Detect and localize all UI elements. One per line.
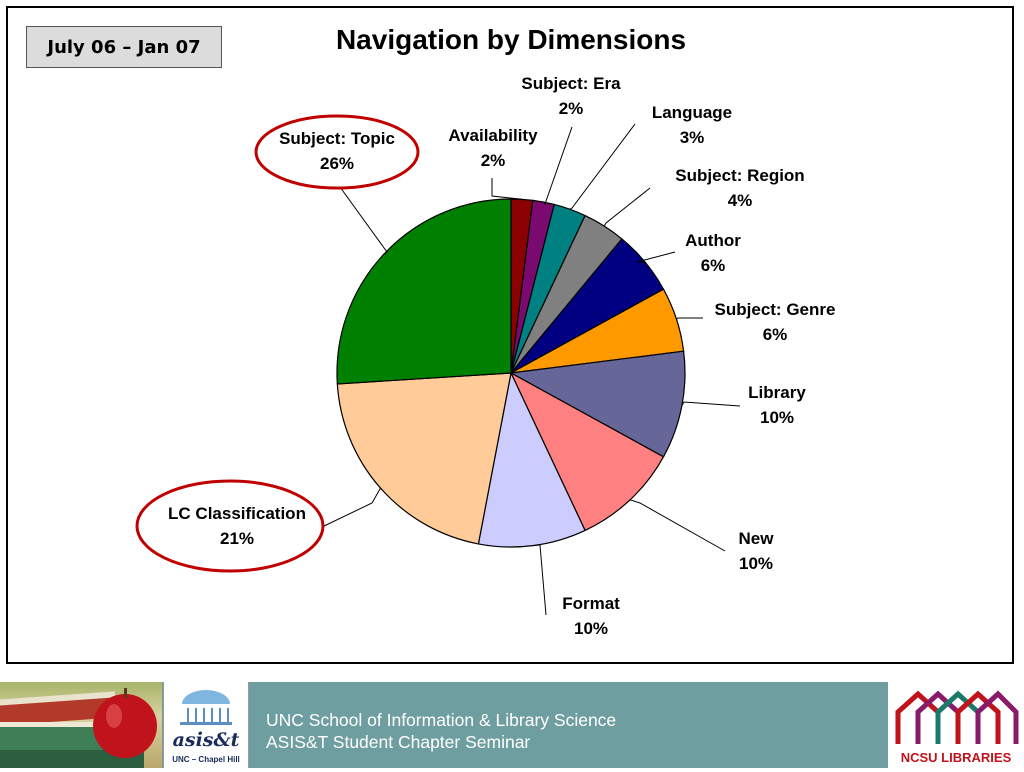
leader-line-subject-region [603, 187, 651, 227]
slice-value-author: 6% [701, 256, 726, 275]
pie-slices [336, 198, 686, 548]
date-range-label: July 06 – Jan 07 [47, 36, 201, 58]
slice-value-subject-topic: 26% [320, 154, 354, 173]
footer-text: UNC School of Information & Library Scie… [266, 709, 616, 753]
slice-label-subject-genre: Subject: Genre [715, 300, 836, 319]
leader-line-format [532, 544, 547, 616]
slice-value-subject-region: 4% [728, 191, 753, 210]
asist-sub-text: UNC – Chapel Hill [172, 755, 240, 764]
chart-title: Navigation by Dimensions [0, 24, 1024, 56]
slice-value-language: 3% [680, 128, 705, 147]
slice-label-availability: Availability [448, 126, 538, 145]
leader-line-subject-era [543, 126, 573, 206]
leader-line-lc-classification [321, 487, 381, 528]
ncsu-libraries-logo: NCSU LIBRARIES [888, 682, 1024, 768]
leader-line-availability [491, 178, 522, 200]
highlight-ellipse-lc-classification [135, 479, 325, 573]
highlight-ellipses [135, 114, 420, 573]
slice-labels: Availability 2% Subject: Era 2% Language 3% Su… [168, 74, 835, 638]
asist-logo: asis&t UNC – Chapel Hill [163, 682, 249, 768]
pie-slice-lc-classification [336, 372, 512, 545]
pie-slice-subject-topic [336, 198, 512, 385]
slice-value-availability: 2% [481, 151, 506, 170]
slice-value-subject-era: 2% [559, 99, 584, 118]
asist-logo-text: asis&t [173, 729, 240, 751]
slice-label-subject-era: Subject: Era [521, 74, 621, 93]
slice-label-lc-classification: LC Classification [168, 504, 306, 523]
date-range-box: July 06 – Jan 07 [26, 26, 222, 68]
slice-label-subject-topic: Subject: Topic [279, 129, 395, 148]
slice-label-format: Format [562, 594, 620, 613]
slice-label-new: New [739, 529, 775, 548]
chart-title-text: Navigation by Dimensions [335, 24, 687, 55]
slice-value-library: 10% [760, 408, 794, 427]
slice-label-library: Library [748, 383, 806, 402]
footer-line-1: UNC School of Information & Library Scie… [266, 710, 617, 730]
leader-line-subject-genre [676, 317, 703, 320]
leader-line-subject-topic [339, 186, 388, 255]
slice-label-author: Author [685, 231, 741, 250]
highlight-ellipse-subject-topic [254, 114, 420, 190]
slice-label-language: Language [652, 103, 732, 122]
footer-line-2: ASIS&T Student Chapter Seminar [266, 732, 531, 752]
books-apple-image [0, 682, 162, 768]
slice-value-new: 10% [739, 554, 773, 573]
leader-line-language [569, 123, 636, 210]
leader-line-library [681, 401, 741, 407]
slice-value-subject-genre: 6% [763, 325, 788, 344]
slice-value-format: 10% [574, 619, 608, 638]
ncsu-logo-text: NCSU LIBRARIES [901, 750, 1012, 765]
leader-line-author [636, 251, 676, 263]
footer-bar: asis&t UNC – Chapel Hill UNC School of I… [0, 682, 1024, 768]
pie-chart: Availability 2% Subject: Era 2% Language 3% Su… [135, 74, 835, 638]
leader-lines [321, 123, 741, 616]
slice-label-subject-region: Subject: Region [675, 166, 804, 185]
slice-value-lc-classification: 21% [220, 529, 254, 548]
leader-line-new [629, 499, 726, 552]
